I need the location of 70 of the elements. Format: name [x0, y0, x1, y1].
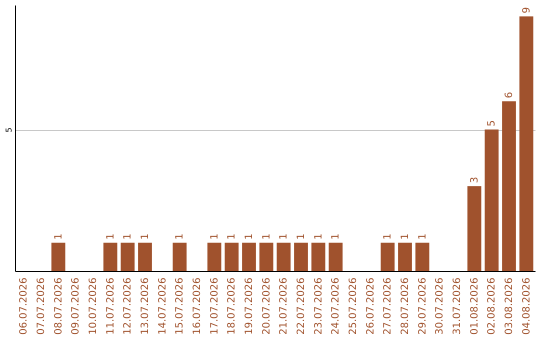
- bar: [502, 101, 516, 271]
- x-tick-label: 08.07.2026: [53, 278, 64, 335]
- bar: [519, 16, 534, 271]
- x-tick-label: 19.07.2026: [244, 278, 255, 335]
- bar: [467, 186, 482, 271]
- data-label: 6: [504, 92, 515, 98]
- x-tick-label: 14.07.2026: [157, 278, 168, 335]
- bar: [484, 130, 499, 271]
- data-label: 3: [469, 176, 480, 184]
- x-tick-label: 03.08.2026: [504, 278, 515, 335]
- x-tick-label: 28.07.2026: [400, 278, 411, 335]
- bar: [259, 242, 274, 271]
- x-tick-label: 10.07.2026: [88, 278, 99, 335]
- data-label: 1: [313, 233, 324, 240]
- bar: [103, 242, 118, 271]
- bar: [172, 242, 187, 271]
- x-tick-label: 11.07.2026: [105, 278, 116, 335]
- data-label: 1: [244, 233, 255, 240]
- x-tick-label: 25.07.2026: [348, 278, 359, 335]
- data-label: 1: [122, 233, 134, 240]
- x-tick-label: 24.07.2026: [330, 278, 342, 335]
- data-label: 1: [400, 233, 411, 240]
- x-tick-label: 04.08.2026: [521, 278, 532, 335]
- bar: [276, 242, 291, 271]
- x-tick-label: 17.07.2026: [209, 278, 220, 335]
- data-label: 1: [330, 233, 342, 240]
- data-label: 1: [261, 233, 272, 240]
- data-label: 5: [486, 120, 498, 127]
- x-tick-label: 12.07.2026: [122, 278, 134, 335]
- x-tick-label: 06.07.2026: [18, 278, 30, 335]
- data-label: 1: [226, 233, 238, 240]
- x-tick-label: 07.07.2026: [36, 278, 47, 335]
- bar: [51, 242, 66, 271]
- bar: [398, 242, 412, 271]
- x-tick-label: 13.07.2026: [140, 278, 151, 335]
- bar: [415, 242, 430, 271]
- bar: [242, 242, 256, 271]
- x-tick-label: 29.07.2026: [417, 278, 428, 335]
- data-label: 1: [278, 233, 290, 240]
- x-tick-label: 30.07.2026: [434, 278, 446, 335]
- bar: [294, 242, 308, 271]
- x-tick-label: 21.07.2026: [278, 278, 290, 335]
- x-tick-label: 31.07.2026: [452, 278, 463, 335]
- data-label: 9: [521, 6, 532, 14]
- x-tick-label: 27.07.2026: [382, 278, 394, 335]
- x-tick-label: 26.07.2026: [365, 278, 376, 335]
- x-tick-label: 18.07.2026: [226, 278, 238, 335]
- bar: [138, 242, 152, 271]
- data-label: 1: [53, 233, 64, 240]
- data-label: 1: [105, 233, 116, 240]
- data-label: 1: [382, 233, 394, 240]
- x-tick-label: 16.07.2026: [192, 278, 203, 335]
- x-tick-label: 23.07.2026: [313, 278, 324, 335]
- data-label: 1: [417, 233, 428, 240]
- data-label: 1: [296, 233, 307, 240]
- x-tick-label: 09.07.2026: [70, 278, 82, 335]
- bar: [311, 242, 326, 271]
- bar: [207, 242, 222, 271]
- bar: [380, 242, 395, 271]
- bar: [120, 242, 135, 271]
- x-tick-label: 20.07.2026: [261, 278, 272, 335]
- x-tick-label: 15.07.2026: [174, 278, 186, 335]
- x-tick-label: 02.08.2026: [486, 278, 498, 335]
- bar: [224, 242, 239, 271]
- data-label: 1: [209, 233, 220, 240]
- data-label: 1: [174, 233, 186, 240]
- bar: [328, 242, 343, 271]
- x-tick-label: 01.08.2026: [469, 278, 480, 335]
- data-label: 1: [140, 233, 151, 240]
- x-tick-label: 22.07.2026: [296, 278, 307, 335]
